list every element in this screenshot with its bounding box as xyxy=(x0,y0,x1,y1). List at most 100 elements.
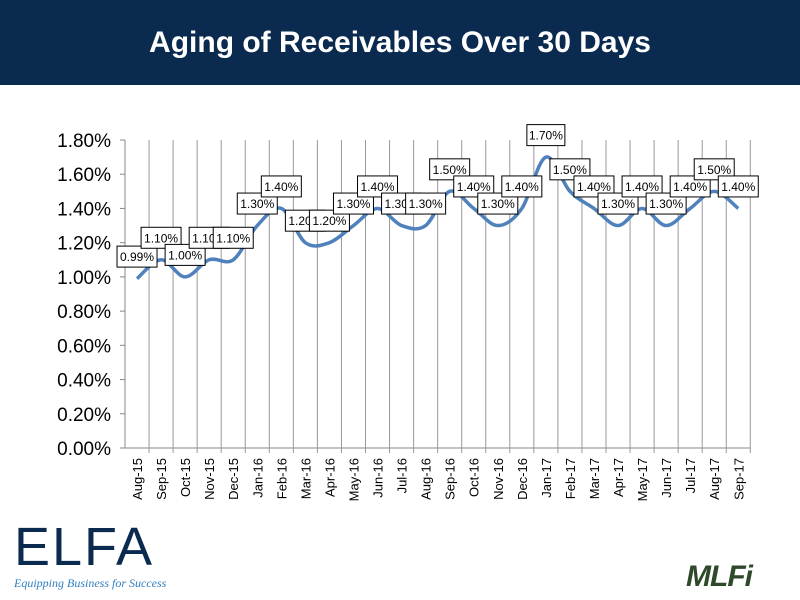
data-label-text: 1.50% xyxy=(553,163,587,177)
x-tick-label: Jul-16 xyxy=(395,458,410,493)
data-label-box xyxy=(405,192,447,215)
elfa-logo: ELFA Equipping Business for Success xyxy=(14,520,166,591)
data-label: 1.20% xyxy=(308,209,350,232)
data-label-box xyxy=(116,245,158,268)
data-label-text: 1.30% xyxy=(240,197,274,211)
x-tick-label: Oct-15 xyxy=(178,458,193,497)
x-tick-label: Sep-15 xyxy=(154,458,169,500)
x-tick-label: Jan-16 xyxy=(250,458,265,498)
x-tick-label: Jun-17 xyxy=(659,458,674,498)
y-tick-label: 1.40% xyxy=(57,199,111,220)
x-tick-label: Jul-17 xyxy=(683,458,698,493)
x-tick-label: Aug-15 xyxy=(130,458,145,500)
data-label: 1.50% xyxy=(693,158,735,181)
data-label-box xyxy=(477,192,519,215)
data-label-box xyxy=(308,209,350,232)
data-label-box xyxy=(212,226,254,249)
data-label-text: 1.30% xyxy=(481,197,515,211)
x-tick-label: Aug-16 xyxy=(419,458,434,500)
data-label-box xyxy=(429,158,471,181)
x-tick-label: Jun-16 xyxy=(371,458,386,498)
data-label-text: 1.40% xyxy=(361,180,395,194)
data-label-box xyxy=(260,175,302,198)
data-label-box xyxy=(645,192,687,215)
data-label-text: 1.40% xyxy=(721,180,755,194)
data-label-text: 1.40% xyxy=(673,180,707,194)
data-label-box xyxy=(140,226,182,249)
data-label: 1.40% xyxy=(717,175,759,198)
y-tick-label: 0.80% xyxy=(57,302,111,323)
elfa-logo-text: ELFA xyxy=(14,517,155,577)
data-label-text: 1.70% xyxy=(529,129,563,143)
x-tick-label: Jan-17 xyxy=(539,458,554,498)
data-label: 1.40% xyxy=(453,175,495,198)
elfa-tagline: Equipping Business for Success xyxy=(14,576,167,590)
x-tick-label: May-16 xyxy=(346,458,361,501)
data-label-text: 1.50% xyxy=(433,163,467,177)
data-label-box xyxy=(453,175,495,198)
x-tick-label: Feb-17 xyxy=(563,458,578,499)
data-label: 1.10% xyxy=(212,226,254,249)
data-label-box xyxy=(597,192,639,215)
mlfi-logo: MLFi xyxy=(686,560,753,593)
data-label-text: 1.50% xyxy=(697,163,731,177)
data-label-box xyxy=(332,192,374,215)
x-tick-label: Dec-15 xyxy=(226,458,241,500)
data-label-text: 1.40% xyxy=(264,180,298,194)
data-label: 1.30% xyxy=(597,192,639,215)
x-tick-label: May-17 xyxy=(635,458,650,501)
data-label-text: 1.10% xyxy=(216,231,250,245)
x-tick-label: Mar-16 xyxy=(298,458,313,499)
x-tick-label: Nov-15 xyxy=(202,458,217,500)
data-label-text: 1.30% xyxy=(409,197,443,211)
data-label-text: 0.99% xyxy=(120,250,154,264)
data-label: 1.40% xyxy=(669,175,711,198)
data-label-text: 1.40% xyxy=(505,180,539,194)
y-tick-label: 0.40% xyxy=(57,371,111,392)
data-label: 1.00% xyxy=(164,243,206,266)
data-label-text: 1.40% xyxy=(625,180,659,194)
y-tick-label: 1.60% xyxy=(57,165,111,186)
data-label-box xyxy=(621,175,663,198)
data-label-text: 1.40% xyxy=(577,180,611,194)
y-tick-label: 1.80% xyxy=(57,131,111,152)
data-label-box xyxy=(669,175,711,198)
data-label-box xyxy=(693,158,735,181)
y-tick-label: 1.00% xyxy=(57,268,111,289)
data-label: 1.70% xyxy=(526,124,566,147)
data-label: 0.99% xyxy=(116,245,158,268)
slide-title: Aging of Receivables Over 30 Days xyxy=(0,0,800,85)
data-label-box xyxy=(526,124,566,147)
data-label-box xyxy=(549,158,591,181)
data-label-text: 1.30% xyxy=(649,197,683,211)
x-tick-label: Sep-17 xyxy=(731,458,746,500)
x-tick-label: Sep-16 xyxy=(443,458,458,500)
y-tick-label: 0.20% xyxy=(57,405,111,426)
data-label: 1.40% xyxy=(357,175,399,198)
x-tick-label: Apr-16 xyxy=(322,458,337,497)
y-tick-label: 0.00% xyxy=(57,439,111,460)
data-label-text: 1.40% xyxy=(457,180,491,194)
data-label: 1.40% xyxy=(260,175,302,198)
x-tick-label: Nov-16 xyxy=(491,458,506,500)
data-label-box xyxy=(501,175,543,198)
data-label-text: 1.00% xyxy=(168,248,202,262)
data-label-box xyxy=(164,243,206,266)
y-tick-label: 1.20% xyxy=(57,234,111,255)
data-label: 1.30% xyxy=(477,192,519,215)
data-label-text: 1.10% xyxy=(144,231,178,245)
x-tick-label: Oct-16 xyxy=(467,458,482,497)
x-tick-label: Mar-17 xyxy=(587,458,602,499)
data-label: 1.30% xyxy=(645,192,687,215)
data-label: 1.50% xyxy=(549,158,591,181)
data-label: 1.40% xyxy=(501,175,543,198)
data-label-box xyxy=(573,175,615,198)
data-label-text: 1.20% xyxy=(312,214,346,228)
data-label-text: 1.30% xyxy=(336,197,370,211)
data-label-box xyxy=(357,175,399,198)
data-label: 1.30% xyxy=(332,192,374,215)
data-label: 1.50% xyxy=(429,158,471,181)
x-tick-label: Apr-17 xyxy=(611,458,626,497)
data-label-text: 1.30% xyxy=(601,197,635,211)
